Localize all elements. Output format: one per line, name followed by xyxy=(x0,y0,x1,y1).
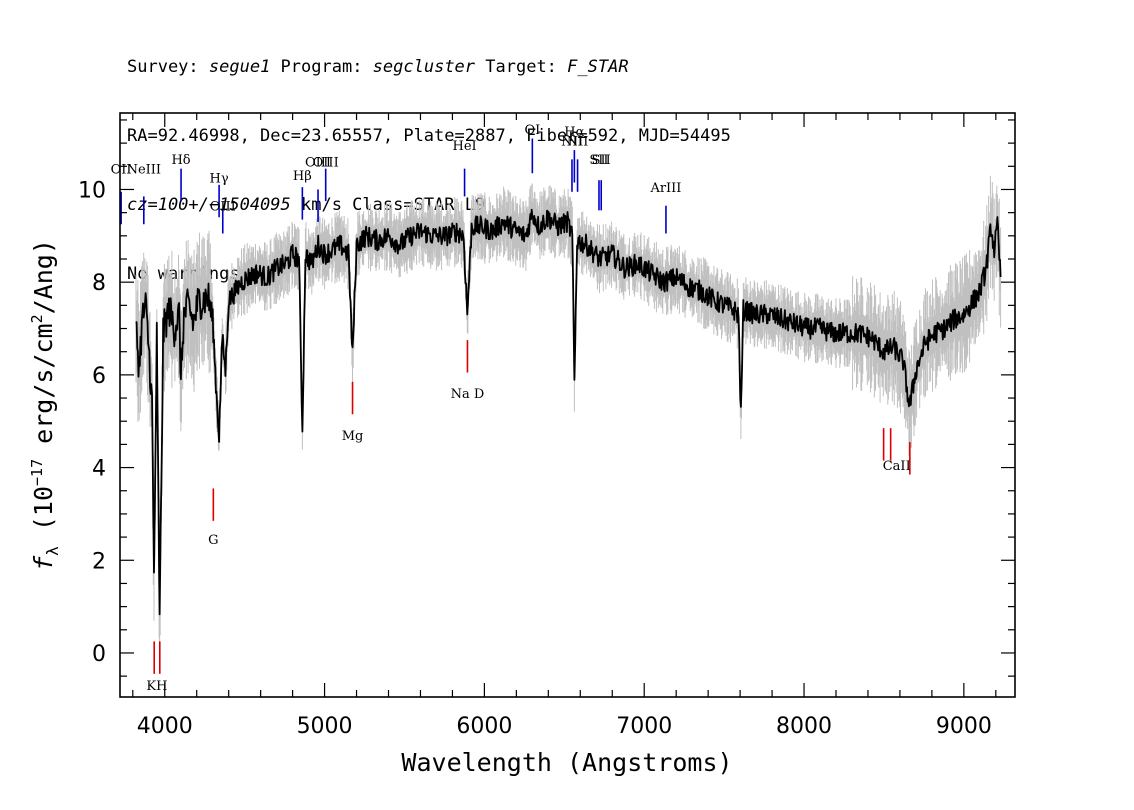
emission-line-label: NeIII xyxy=(127,162,161,177)
y-tick-label: 0 xyxy=(92,642,106,667)
emission-line-label: SII xyxy=(589,153,608,168)
emission-line-label: NII xyxy=(561,134,583,149)
emission-line-label: OIII xyxy=(305,155,331,170)
emission-line-label: Hα xyxy=(564,125,584,140)
plot-frame xyxy=(119,112,1016,698)
tick-labels: 4000 5000 6000 7000 8000 9000 0 2 4 6 8 10 xyxy=(78,178,992,739)
x-axis-title: Wavelength (Angstroms) xyxy=(401,748,732,777)
flux-line xyxy=(135,208,1002,616)
spectrum-header: Survey: segue1 Program: segcluster Targe… xyxy=(127,10,731,309)
emission-line-label: NII xyxy=(567,134,589,149)
axis-ticks xyxy=(120,113,1015,697)
header-line-2: RA=92.46998, Dec=23.65557, Plate=2887, F… xyxy=(127,126,731,146)
absorption-line-label: CaII xyxy=(883,459,911,474)
y-axis-symbol: f xyxy=(29,555,58,571)
y-axis-title: fλ (10−17 erg/s/cm2/Ang) xyxy=(28,239,62,571)
survey-label: Survey: xyxy=(127,57,209,77)
emission-line-label: HeI xyxy=(452,139,476,154)
y-tick-label: 8 xyxy=(92,271,106,296)
emission-line-label: OIII xyxy=(210,199,236,214)
y-axis-unit-open: (10 xyxy=(29,486,58,546)
target-label: Target: xyxy=(475,57,568,77)
y-tick-label: 4 xyxy=(92,457,106,482)
emission-line-label: OIII xyxy=(313,155,339,170)
y-axis-unit-exponent-2: 2 xyxy=(28,314,46,323)
absorption-line-label: KH xyxy=(146,679,167,694)
header-line-1: Survey: segue1 Program: segcluster Targe… xyxy=(127,56,731,79)
program-value: segcluster xyxy=(372,57,476,77)
y-axis-unit-exponent: −17 xyxy=(28,459,46,486)
program-label: Program: xyxy=(270,57,373,77)
x-tick-label: 5000 xyxy=(297,714,353,739)
x-tick-label: 7000 xyxy=(616,714,672,739)
emission-line-label: Hγ xyxy=(210,172,229,187)
x-tick-label: 6000 xyxy=(456,714,512,739)
y-axis-symbol-subscript: λ xyxy=(43,546,62,556)
y-tick-label: 6 xyxy=(92,364,106,389)
emission-line-label: OI xyxy=(524,123,540,138)
y-axis-unit-middle: erg/s/cm xyxy=(29,323,58,458)
emission-line-label: Hδ xyxy=(171,153,190,168)
x-tick-label: 8000 xyxy=(776,714,832,739)
absorption-line-label: Na D xyxy=(451,387,485,402)
emission-line-label: ArIII xyxy=(649,181,681,196)
target-value: F_STAR xyxy=(567,57,629,77)
absorption-line-label: Mg xyxy=(342,429,364,444)
absorption-line-label: G xyxy=(208,533,218,548)
emission-line-label: SII xyxy=(592,153,611,168)
x-tick-label: 9000 xyxy=(936,714,992,739)
survey-value: segue1 xyxy=(208,57,271,77)
emission-line-label: Hβ xyxy=(293,169,312,184)
y-tick-label: 10 xyxy=(78,178,106,203)
plot-area: OIINeIIIHδHγOIIIHβOIIIOIIIHeIOINIIHαNIIS… xyxy=(111,123,1002,694)
y-axis-unit-close: /Ang) xyxy=(29,239,58,314)
error-band xyxy=(135,175,1002,670)
x-tick-label: 4000 xyxy=(137,714,193,739)
y-tick-label: 2 xyxy=(92,549,106,574)
redshift-value: cz=100+/−1504095 xyxy=(127,195,291,215)
